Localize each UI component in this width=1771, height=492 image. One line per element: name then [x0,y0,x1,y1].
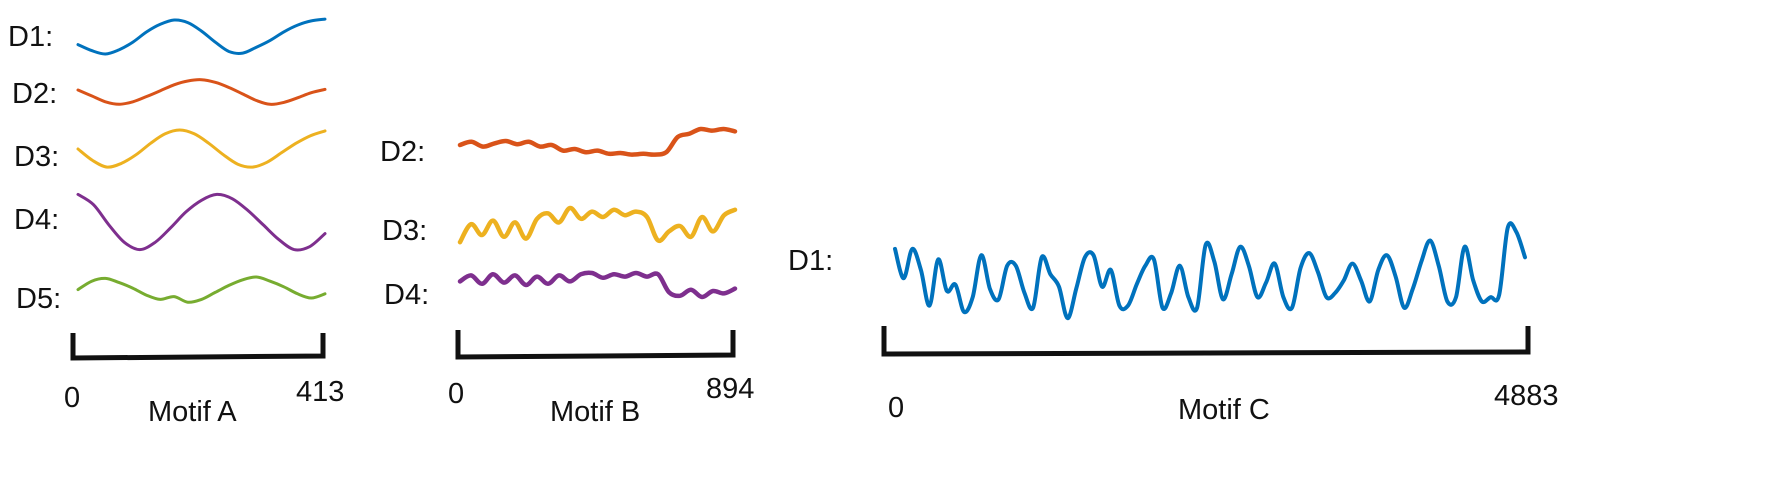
motif-c-x-end-label: 4883 [1494,380,1559,412]
motif-c-x-start-label: 0 [888,392,905,424]
motif-b-d2-label: D2: [380,136,426,168]
motif-b-x-range-bracket [455,330,736,360]
motif-b-x-start-label: 0 [448,378,465,410]
motif-a-d1-label: D1: [8,21,54,53]
motif-c-x-range-bracket [881,326,1531,357]
motif-a-series-d5-line [76,275,327,304]
motif-a-series-d2-line [76,78,327,106]
motif-c-title: Motif C [1178,394,1270,426]
motif-a-d2-label: D2: [12,78,58,110]
motif-a-title: Motif A [148,396,237,428]
motif-a-series-d1-line [76,17,327,56]
motif-b-series-d4-line [457,270,738,300]
motif-a-d4-label: D4: [14,204,60,236]
motif-b-d4-label: D4: [384,279,430,311]
motif-b-title: Motif B [550,396,641,428]
motif-a-d3-label: D3: [14,141,60,173]
motif-c-d1-label: D1: [788,245,834,277]
motif-a-series-d4-line [76,192,327,252]
motif-b-d3-label: D3: [382,215,428,247]
motif-a-x-end-label: 413 [296,376,345,408]
motif-a-x-start-label: 0 [64,382,81,414]
motif-b-series-d2-line [457,126,738,157]
motif-a-x-range-bracket [70,333,326,361]
motif-a-series-d3-line [76,128,327,169]
motif-b-x-end-label: 894 [706,373,755,405]
motif-a-d5-label: D5: [16,283,62,315]
motif-c-series-d1-line [893,221,1527,321]
motif-b-series-d3-line [457,205,738,245]
